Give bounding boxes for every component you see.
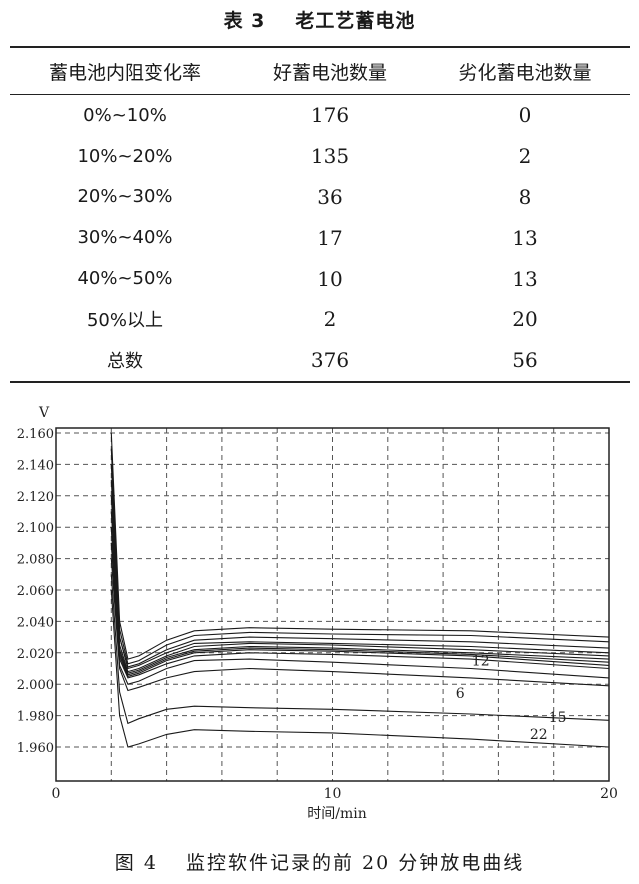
table-row: 0%~10% 176 0	[10, 95, 630, 136]
table-row: 50%以上 2 20	[10, 299, 630, 340]
y-tick-label: 2.000	[17, 678, 54, 693]
discharge-curve	[110, 589, 610, 748]
y-tick-label: 2.140	[17, 458, 54, 473]
y-tick-label: 2.120	[17, 490, 54, 505]
cell-range: 50%以上	[86, 310, 163, 332]
discharge-curve	[110, 480, 610, 670]
discharge-curve	[110, 448, 610, 665]
cell-degraded: 2	[518, 144, 532, 169]
discharge-curve	[110, 542, 610, 685]
cell-good: 2	[323, 307, 337, 332]
cell-good: 36	[317, 184, 343, 209]
chart-labels: 2.160 2.140 2.120 2.100 2.080 2.060 2.040 2.020…	[17, 427, 618, 802]
y-tick-label: 2.060	[17, 584, 54, 599]
discharge-curve	[110, 574, 610, 725]
y-tick-label: 1.980	[17, 710, 54, 725]
y-axis-label: V	[38, 405, 50, 421]
header-good-count: 好蓄电池数量	[272, 61, 387, 84]
figure-number: 图 4	[114, 852, 158, 874]
y-tick-label: 2.020	[17, 647, 54, 662]
x-tick-label: 20	[600, 786, 618, 802]
figure-caption: 图 4 监控软件记录的前 20 分钟放电曲线	[0, 848, 639, 875]
discharge-chart: 2.160 2.140 2.120 2.100 2.080 2.060 2.040 2.020…	[17, 405, 618, 822]
x-tick-label: 10	[324, 786, 342, 802]
table-row: 20%~30% 36 8	[10, 177, 630, 218]
cell-range: 30%~40%	[77, 227, 173, 249]
table-row-total: 总数 376 56	[10, 340, 630, 382]
series-label: 6	[456, 686, 465, 702]
cell-degraded: 56	[512, 348, 538, 373]
cell-good: 17	[317, 225, 343, 250]
x-tick-label: 0	[52, 786, 61, 802]
cell-good: 135	[310, 144, 350, 169]
y-tick-label: 2.040	[17, 615, 54, 630]
cell-range: 总数	[107, 351, 143, 373]
discharge-curve	[110, 495, 610, 673]
cell-degraded: 8	[518, 184, 532, 209]
table-title: 表 3 老工艺蓄电池	[0, 6, 639, 33]
cell-range: 10%~20%	[77, 145, 173, 167]
cell-good: 376	[310, 348, 350, 373]
cell-degraded: 13	[512, 225, 538, 250]
cell-good: 10	[317, 266, 343, 291]
battery-table: 蓄电池内阻变化率 好蓄电池数量 劣化蓄电池数量 0%~10% 176 0 10%…	[10, 46, 630, 383]
plot-frame	[55, 427, 610, 782]
discharge-curve	[110, 432, 610, 660]
y-tick-label: 2.160	[17, 427, 54, 442]
cell-degraded: 13	[512, 266, 538, 291]
discharge-curve	[110, 511, 610, 674]
cell-degraded: 20	[512, 307, 538, 332]
cell-range: 20%~30%	[77, 186, 173, 208]
chart-series	[110, 432, 610, 748]
table-number: 表 3	[223, 10, 266, 32]
table-row: 30%~40% 17 13	[10, 217, 630, 258]
figure-caption-text: 监控软件记录的前 20 分钟放电曲线	[185, 852, 525, 874]
table-row: 40%~50% 10 13	[10, 258, 630, 299]
discharge-curve	[110, 527, 610, 676]
discharge-curve	[110, 542, 610, 679]
discharge-curve	[110, 464, 610, 668]
discharge-curve	[110, 558, 610, 692]
table-row: 10%~20% 135 2	[10, 136, 630, 177]
discharge-curve	[110, 527, 610, 678]
cell-degraded: 0	[518, 103, 532, 128]
series-label: 12	[472, 653, 490, 669]
chart-grid	[56, 428, 609, 781]
table-header-row: 蓄电池内阻变化率 好蓄电池数量 劣化蓄电池数量	[10, 47, 630, 95]
cell-range: 40%~50%	[77, 268, 173, 290]
x-axis-label: 时间/min	[307, 806, 367, 822]
y-tick-label: 2.080	[17, 553, 54, 568]
cell-good: 176	[310, 103, 350, 128]
table-title-text: 老工艺蓄电池	[295, 10, 416, 32]
y-tick-label: 1.960	[17, 741, 54, 756]
header-resistance-change: 蓄电池内阻变化率	[48, 61, 201, 84]
cell-range: 0%~10%	[83, 104, 167, 126]
series-label: 15	[549, 710, 567, 726]
y-tick-label: 2.100	[17, 521, 54, 536]
header-degraded-count: 劣化蓄电池数量	[458, 61, 592, 84]
series-label: 22	[530, 727, 548, 743]
